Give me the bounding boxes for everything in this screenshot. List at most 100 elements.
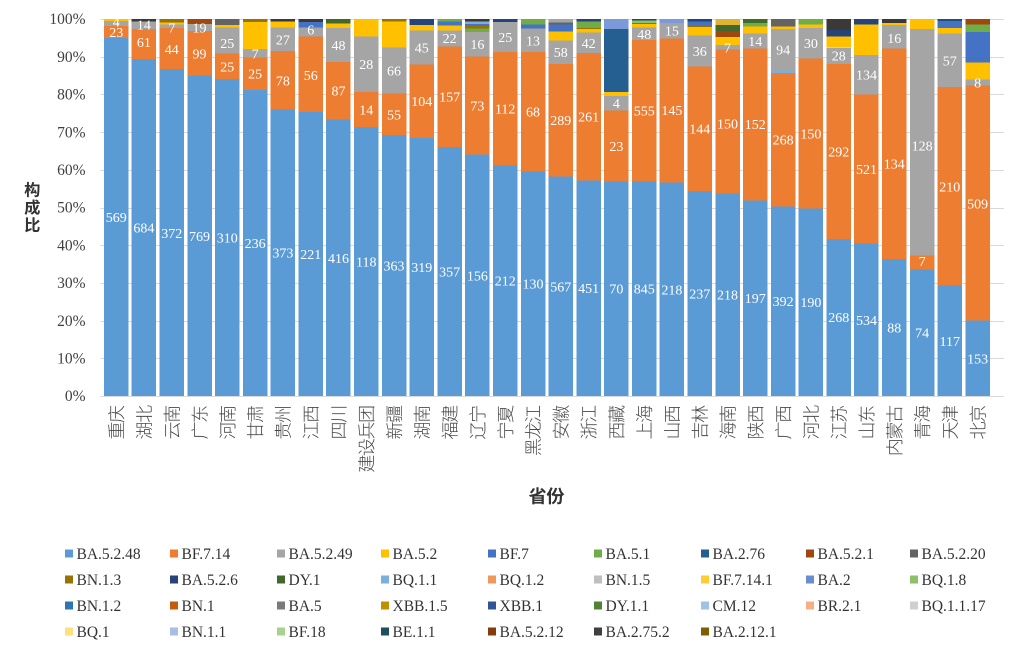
svg-text:23: 23 (109, 26, 123, 41)
svg-text:88: 88 (887, 321, 901, 336)
svg-text:20%: 20% (57, 313, 86, 330)
svg-text:25: 25 (220, 37, 234, 52)
svg-text:128: 128 (912, 140, 933, 155)
svg-text:BN.1.1: BN.1.1 (182, 624, 227, 641)
svg-text:BQ.1: BQ.1 (77, 624, 110, 641)
svg-text:48: 48 (637, 28, 651, 43)
svg-text:130: 130 (523, 278, 544, 293)
svg-text:13: 13 (526, 35, 540, 50)
svg-text:66: 66 (387, 64, 401, 79)
svg-text:99: 99 (193, 47, 207, 62)
svg-text:BF.7.14: BF.7.14 (182, 546, 231, 563)
svg-text:14: 14 (359, 104, 373, 119)
svg-text:57: 57 (943, 55, 957, 70)
svg-text:521: 521 (856, 163, 877, 178)
svg-text:25: 25 (220, 61, 234, 76)
svg-text:BN.1: BN.1 (182, 598, 215, 615)
svg-text:48: 48 (332, 39, 346, 54)
svg-text:BE.1.1: BE.1.1 (393, 624, 436, 641)
svg-text:769: 769 (189, 230, 210, 245)
svg-text:44: 44 (165, 43, 179, 58)
svg-text:292: 292 (828, 145, 849, 160)
svg-text:BA.5.2.49: BA.5.2.49 (289, 546, 353, 563)
svg-text:BQ.1.1: BQ.1.1 (393, 572, 438, 589)
svg-text:7: 7 (724, 42, 731, 57)
svg-text:197: 197 (745, 292, 766, 307)
svg-text:509: 509 (967, 197, 988, 212)
svg-text:BR.2.1: BR.2.1 (818, 598, 862, 615)
svg-text:94: 94 (776, 44, 790, 59)
svg-text:22: 22 (443, 32, 457, 47)
svg-text:50%: 50% (57, 200, 86, 217)
svg-text:30%: 30% (57, 275, 86, 292)
svg-text:BN.1.3: BN.1.3 (77, 572, 122, 589)
svg-text:357: 357 (439, 266, 460, 281)
svg-text:156: 156 (467, 269, 488, 284)
svg-text:392: 392 (773, 295, 794, 310)
svg-text:BA.5.2: BA.5.2 (393, 546, 438, 563)
svg-text:80%: 80% (57, 87, 86, 104)
svg-text:15: 15 (665, 24, 679, 39)
svg-text:0%: 0% (65, 388, 86, 405)
svg-text:19: 19 (193, 21, 207, 36)
svg-text:28: 28 (359, 58, 373, 73)
svg-text:BA.2: BA.2 (818, 572, 851, 589)
svg-text:BQ.1.2: BQ.1.2 (500, 572, 545, 589)
svg-text:218: 218 (717, 289, 738, 304)
svg-text:373: 373 (272, 247, 293, 262)
svg-text:10%: 10% (57, 351, 86, 368)
svg-text:BN.1.5: BN.1.5 (606, 572, 651, 589)
svg-text:BA.5.2.48: BA.5.2.48 (77, 546, 141, 563)
svg-text:BA.2.75.2: BA.2.75.2 (606, 624, 670, 641)
svg-text:CM.12: CM.12 (713, 598, 757, 615)
svg-text:BA.5.2.20: BA.5.2.20 (922, 546, 986, 563)
svg-text:40%: 40% (57, 237, 86, 254)
svg-text:145: 145 (661, 104, 682, 119)
svg-text:BF.18: BF.18 (289, 624, 326, 641)
svg-text:87: 87 (332, 85, 346, 100)
svg-text:153: 153 (967, 352, 988, 367)
svg-text:150: 150 (717, 117, 738, 132)
svg-text:289: 289 (550, 114, 571, 129)
svg-text:36: 36 (693, 45, 707, 60)
svg-text:XBB.1.5: XBB.1.5 (393, 598, 448, 615)
svg-text:30: 30 (804, 37, 818, 52)
svg-text:363: 363 (384, 260, 405, 275)
svg-text:555: 555 (634, 105, 655, 120)
svg-text:104: 104 (411, 95, 432, 110)
svg-text:7: 7 (252, 47, 259, 62)
svg-text:534: 534 (856, 314, 877, 329)
svg-text:112: 112 (495, 103, 515, 118)
svg-text:BA.5.2.1: BA.5.2.1 (818, 546, 874, 563)
svg-text:6: 6 (307, 24, 314, 39)
svg-text:BQ.1.8: BQ.1.8 (922, 572, 967, 589)
svg-text:BQ.1.1.17: BQ.1.1.17 (922, 598, 986, 615)
svg-text:569: 569 (106, 211, 127, 226)
svg-text:451: 451 (578, 282, 599, 297)
svg-text:BF.7: BF.7 (500, 546, 530, 563)
svg-text:55: 55 (387, 108, 401, 123)
svg-text:268: 268 (773, 134, 794, 149)
svg-text:117: 117 (940, 335, 960, 350)
svg-text:42: 42 (582, 37, 596, 52)
svg-text:236: 236 (245, 237, 266, 252)
svg-text:210: 210 (939, 180, 960, 195)
svg-text:150: 150 (800, 128, 821, 143)
svg-text:78: 78 (276, 75, 290, 90)
svg-text:14: 14 (137, 19, 151, 34)
svg-text:16: 16 (887, 32, 901, 47)
svg-text:BA.5.2.6: BA.5.2.6 (182, 572, 239, 589)
svg-text:118: 118 (356, 255, 376, 270)
svg-text:261: 261 (578, 111, 599, 126)
svg-text:7: 7 (919, 255, 926, 270)
svg-text:157: 157 (439, 91, 460, 106)
svg-text:90%: 90% (57, 49, 86, 66)
svg-text:68: 68 (526, 106, 540, 121)
svg-text:BA.5.2.12: BA.5.2.12 (500, 624, 564, 641)
svg-text:190: 190 (800, 296, 821, 311)
svg-text:845: 845 (634, 283, 655, 298)
svg-text:58: 58 (554, 46, 568, 61)
svg-text:45: 45 (415, 42, 429, 57)
svg-text:212: 212 (495, 275, 516, 290)
svg-text:28: 28 (832, 50, 846, 65)
